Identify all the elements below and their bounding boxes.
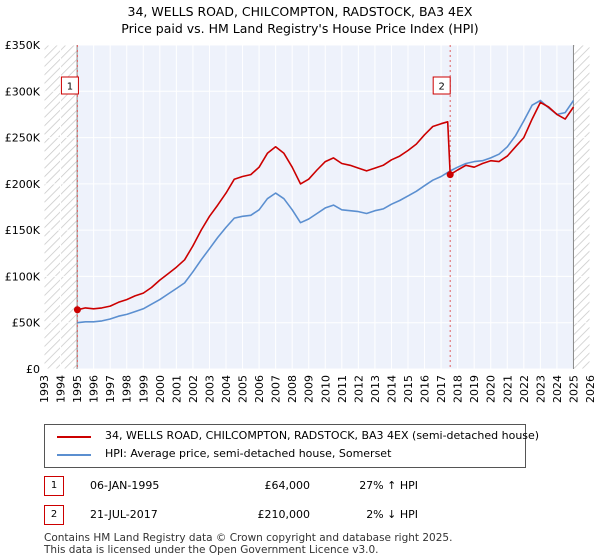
x-tick-label: 1993: [38, 375, 51, 403]
x-tick-label: 2010: [319, 375, 332, 403]
transaction-number: 2: [44, 505, 64, 525]
x-tick-label: 1996: [88, 375, 101, 403]
x-tick-label: 1994: [55, 375, 68, 403]
y-tick-label: £350K: [5, 39, 41, 52]
x-tick-label: 2026: [584, 375, 597, 403]
transaction-price: £210,000: [257, 508, 311, 521]
x-tick-label: 2023: [534, 375, 547, 403]
x-tick-label: 2012: [352, 375, 365, 403]
hatched-region: [573, 45, 590, 369]
x-tick-label: 2025: [567, 375, 580, 403]
x-tick-label: 2015: [402, 375, 415, 403]
x-tick-label: 2005: [237, 375, 250, 403]
x-tick-label: 2013: [369, 375, 382, 403]
x-tick-label: 2022: [518, 375, 531, 403]
y-tick-label: £0: [26, 363, 40, 376]
series-line: [77, 99, 575, 324]
chart-title: 34, WELLS ROAD, CHILCOMPTON, RADSTOCK, B…: [127, 4, 473, 19]
x-tick-label: 2021: [501, 375, 514, 403]
x-tick-label: 2007: [270, 375, 283, 403]
x-tick-label: 2024: [551, 375, 564, 403]
transaction-label-box: [60, 76, 79, 95]
transaction-label: 1: [67, 82, 73, 93]
transaction-date: 06-JAN-1995: [90, 479, 160, 492]
price-chart: 1 2 £0 £50K £100K £150K £200K £250K £300K £350K 19…: [5, 39, 597, 403]
y-tick-label: £300K: [5, 85, 41, 98]
x-tick-label: 1997: [104, 375, 117, 403]
x-tick-label: 2008: [286, 375, 299, 403]
transaction-point: [73, 306, 81, 314]
x-tick-label: 2014: [385, 375, 398, 403]
legend-swatch-property: [57, 436, 91, 438]
x-tick-label: 1998: [121, 375, 134, 403]
plot-background: [44, 45, 590, 369]
y-tick-label: £250K: [5, 132, 41, 145]
x-tick-label: 2006: [253, 375, 266, 403]
legend-label-hpi: HPI: Average price, semi-detached house,…: [105, 447, 392, 460]
x-tick-label: 2018: [452, 375, 465, 403]
y-tick-label: £150K: [5, 224, 41, 237]
x-tick-label: 2016: [419, 375, 432, 403]
transaction-row: 1 06-JAN-1995 £64,000 27% ↑ HPI: [44, 476, 564, 496]
footer-license: This data is licensed under the Open Gov…: [44, 544, 379, 556]
transaction-price: £64,000: [264, 479, 311, 492]
x-tick-label: 2001: [170, 375, 183, 403]
x-tick-label: 1995: [71, 375, 84, 403]
transaction-hpi-diff: 27% ↑ HPI: [359, 479, 418, 492]
chart-subtitle: Price paid vs. HM Land Registry's House …: [121, 21, 479, 36]
x-tick-label: 1999: [137, 375, 150, 403]
transaction-row: 2 21-JUL-2017 £210,000 2% ↓ HPI: [44, 505, 564, 525]
x-tick-label: 2002: [187, 375, 200, 403]
y-tick-label: £200K: [5, 178, 41, 191]
x-tick-label: 2009: [303, 375, 316, 403]
x-tick-label: 2017: [435, 375, 448, 403]
x-tick-label: 2019: [468, 375, 481, 403]
x-tick-label: 2020: [485, 375, 498, 403]
y-tick-label: £100K: [5, 270, 41, 283]
legend-label-property: 34, WELLS ROAD, CHILCOMPTON, RADSTOCK, B…: [105, 429, 540, 442]
series-line: [77, 101, 575, 311]
transaction-number: 1: [44, 476, 64, 496]
transaction-hpi-diff: 2% ↓ HPI: [366, 508, 418, 521]
transaction-point: [446, 171, 454, 179]
transaction-label: 2: [439, 82, 445, 93]
x-tick-label: 2000: [154, 375, 167, 403]
x-tick-label: 2003: [203, 375, 216, 403]
legend-swatch-hpi: [57, 454, 91, 456]
x-tick-label: 2011: [336, 375, 349, 403]
transaction-date: 21-JUL-2017: [90, 508, 158, 521]
y-tick-label: £50K: [12, 317, 41, 330]
x-tick-label: 2004: [220, 375, 233, 403]
legend: 34, WELLS ROAD, CHILCOMPTON, RADSTOCK, B…: [44, 424, 539, 468]
transaction-label-box: [432, 76, 451, 95]
footer-copyright: Contains HM Land Registry data © Crown c…: [44, 532, 453, 544]
